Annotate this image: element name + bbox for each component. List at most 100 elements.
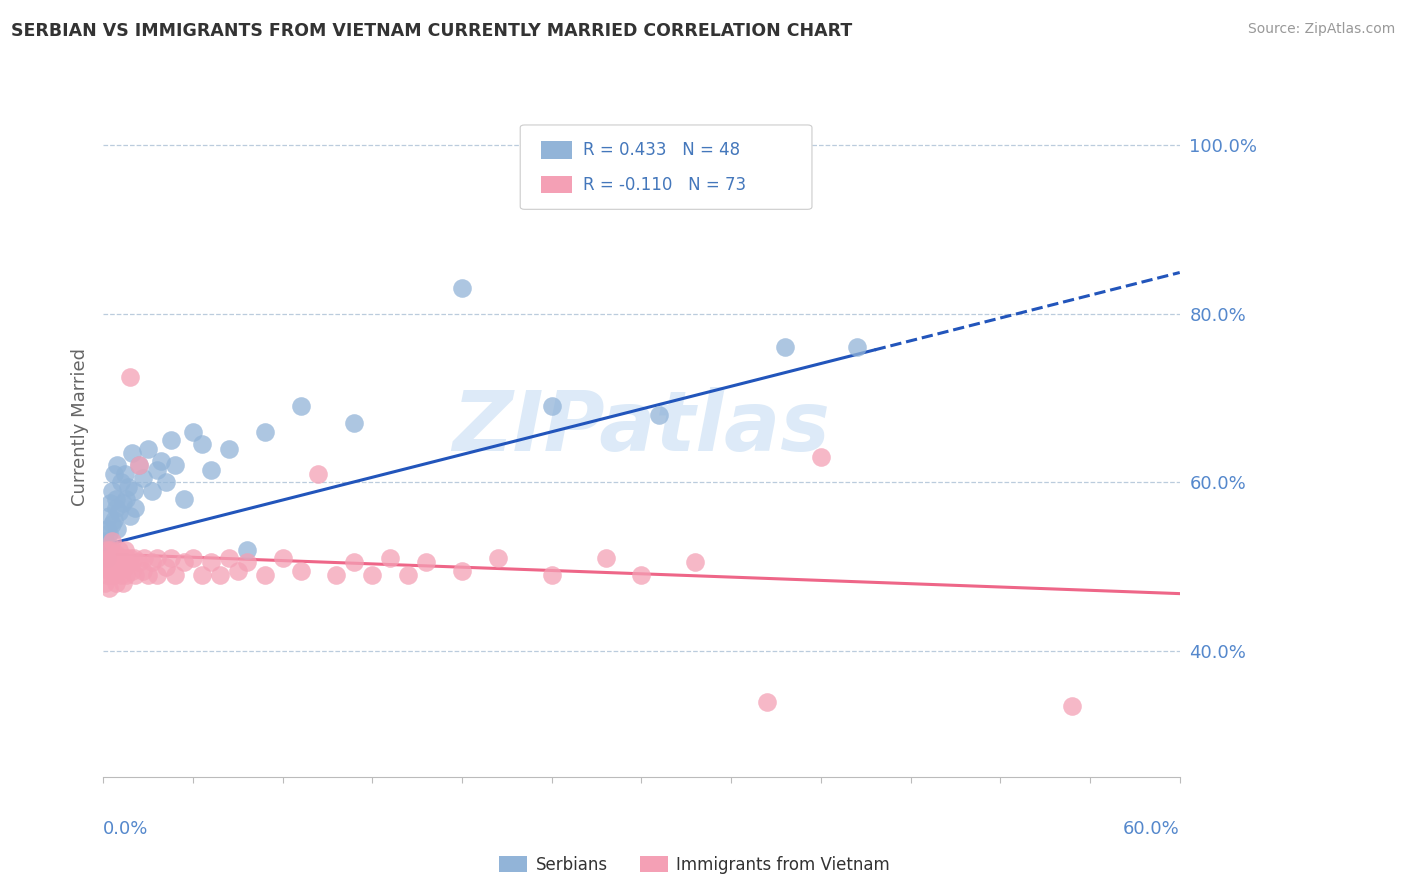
Point — [648, 408, 671, 422]
Point — [115, 568, 138, 582]
Point — [163, 568, 186, 582]
Point — [96, 551, 118, 566]
Point — [104, 547, 127, 561]
Point — [235, 556, 257, 570]
Point — [756, 695, 779, 709]
Text: SERBIAN VS IMMIGRANTS FROM VIETNAM CURRENTLY MARRIED CORRELATION CHART: SERBIAN VS IMMIGRANTS FROM VIETNAM CURRE… — [11, 22, 852, 40]
Point — [117, 556, 139, 570]
Point — [136, 568, 159, 582]
Point — [101, 551, 124, 566]
Point — [94, 556, 117, 570]
Point — [325, 568, 347, 582]
Text: Source: ZipAtlas.com: Source: ZipAtlas.com — [1247, 22, 1395, 37]
Point — [115, 551, 138, 566]
Point — [96, 568, 118, 582]
Point — [124, 568, 146, 582]
Point — [131, 471, 153, 485]
Point — [235, 542, 257, 557]
Point — [451, 564, 474, 578]
Point — [160, 551, 183, 566]
Text: R = -0.110   N = 73: R = -0.110 N = 73 — [583, 176, 747, 194]
Point — [343, 556, 366, 570]
Point — [200, 556, 222, 570]
Point — [146, 551, 169, 566]
Point — [253, 425, 276, 439]
Point — [191, 568, 214, 582]
Text: 60.0%: 60.0% — [1123, 820, 1180, 838]
Text: Serbians: Serbians — [536, 856, 607, 874]
Point — [124, 500, 146, 515]
Point — [101, 534, 124, 549]
Point — [451, 281, 474, 295]
Point — [114, 542, 136, 557]
Point — [111, 576, 134, 591]
Point — [94, 576, 117, 591]
Point — [486, 551, 509, 566]
Point — [104, 500, 127, 515]
Point — [118, 551, 141, 566]
Point — [218, 442, 240, 456]
Point — [115, 492, 138, 507]
Point — [107, 522, 129, 536]
Point — [630, 568, 652, 582]
Point — [163, 458, 186, 473]
Point — [107, 564, 129, 578]
Point — [104, 492, 127, 507]
Point — [146, 462, 169, 476]
Point — [253, 568, 276, 582]
Point — [114, 559, 136, 574]
Point — [122, 551, 145, 566]
Point — [118, 369, 141, 384]
Point — [380, 551, 402, 566]
Text: Immigrants from Vietnam: Immigrants from Vietnam — [676, 856, 890, 874]
Point — [173, 492, 195, 507]
Point — [683, 556, 706, 570]
Point — [181, 425, 204, 439]
Point — [96, 522, 118, 536]
Y-axis label: Currently Married: Currently Married — [72, 349, 89, 507]
Point — [98, 496, 121, 510]
Point — [103, 568, 125, 582]
Point — [107, 458, 129, 473]
Point — [149, 454, 172, 468]
Point — [117, 479, 139, 493]
Point — [96, 542, 118, 557]
Point — [845, 340, 868, 354]
Point — [108, 505, 131, 519]
Point — [101, 517, 124, 532]
Point — [146, 568, 169, 582]
Point — [107, 551, 129, 566]
Point — [98, 564, 121, 578]
Point — [155, 559, 177, 574]
Point — [104, 576, 127, 591]
Point — [97, 525, 120, 540]
Point — [343, 416, 366, 430]
Point — [290, 400, 312, 414]
Point — [103, 556, 125, 570]
Point — [173, 556, 195, 570]
Point — [121, 564, 143, 578]
Point — [396, 568, 419, 582]
Point — [361, 568, 384, 582]
Point — [103, 467, 125, 481]
Point — [208, 568, 231, 582]
Point — [122, 483, 145, 498]
Point — [98, 542, 121, 557]
Point — [97, 559, 120, 574]
Point — [94, 534, 117, 549]
Point — [98, 539, 121, 553]
Point — [128, 556, 150, 570]
Point — [128, 458, 150, 473]
Point — [226, 564, 249, 578]
Point — [155, 475, 177, 490]
Point — [101, 568, 124, 582]
Point — [160, 433, 183, 447]
Point — [540, 568, 562, 582]
Point — [595, 551, 617, 566]
Point — [108, 559, 131, 574]
Point — [118, 508, 141, 523]
Point — [97, 508, 120, 523]
Point — [128, 458, 150, 473]
Point — [110, 551, 132, 566]
Text: R = 0.433   N = 48: R = 0.433 N = 48 — [583, 141, 741, 159]
